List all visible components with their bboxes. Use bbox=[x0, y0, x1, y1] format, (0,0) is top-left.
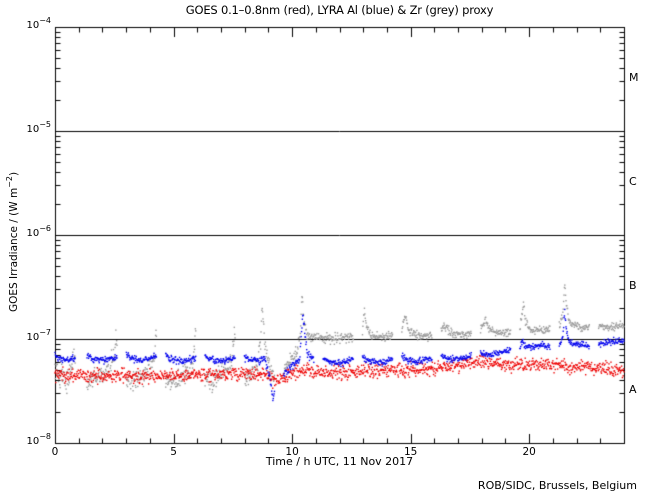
x-tick-label: 5 bbox=[170, 446, 177, 458]
y-tick-label: 10−8 bbox=[26, 431, 51, 447]
x-tick-label: 0 bbox=[51, 446, 59, 458]
y-tick-label: 10−6 bbox=[26, 223, 51, 239]
x-tick-label: 20 bbox=[522, 446, 536, 458]
y-axis-label: GOES Irradiance / (W m−2) bbox=[4, 172, 21, 312]
x-tick-label: 15 bbox=[403, 446, 418, 458]
y-tick-label: 10−7 bbox=[26, 327, 51, 343]
flare-class-label: C bbox=[629, 175, 637, 189]
source-credit: ROB/SIDC, Brussels, Belgium bbox=[477, 479, 637, 492]
x-tick-label: 10 bbox=[285, 446, 299, 458]
chart-title: GOES 0.1–0.8nm (red), LYRA Al (blue) & Z… bbox=[185, 3, 494, 17]
y-axis-label-exponent: −2 bbox=[4, 176, 14, 188]
flare-class-label: A bbox=[629, 383, 637, 397]
x-axis-label: Time / h UTC, 11 Nov 2017 bbox=[265, 455, 414, 468]
y-tick-label: 10−4 bbox=[26, 15, 51, 31]
flare-class-label: B bbox=[629, 279, 637, 293]
y-tick-label: 10−5 bbox=[26, 119, 51, 135]
y-axis-label-text: GOES Irradiance / (W m bbox=[8, 187, 20, 312]
flare-class-label: M bbox=[629, 71, 639, 85]
